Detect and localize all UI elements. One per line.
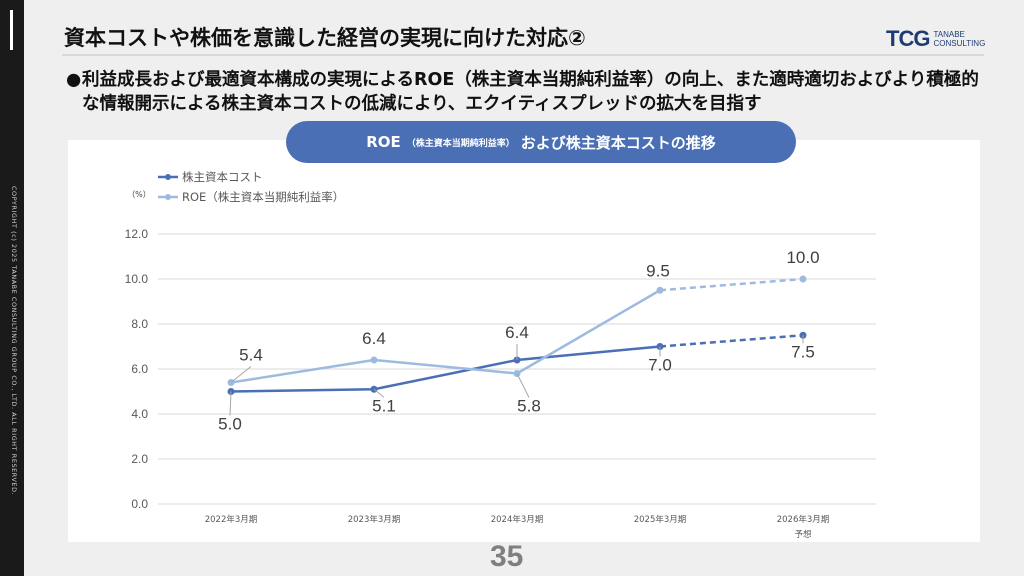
series-line-forecast: [659, 277, 804, 292]
y-tick-label: 6.0: [131, 362, 148, 376]
company-logo: TCG TANABE CONSULTING: [886, 26, 985, 52]
x-tick-label: 2025年3月期: [634, 514, 687, 525]
pill-text-main: および株主資本コストの推移: [520, 133, 716, 152]
chart-panel: [68, 140, 980, 542]
x-tick-sublabel: 予想: [794, 529, 812, 540]
logo-wordmark: TANABE CONSULTING: [933, 30, 985, 48]
title-divider: [62, 54, 984, 56]
bullet-point: ● 利益成長および最適資本構成の実現によるROE（株主資本当期純利益率）の向上、…: [66, 68, 996, 116]
page-title: 資本コストや株価を意識した経営の実現に向けた対応②: [64, 26, 586, 50]
data-label-leader: [373, 388, 385, 398]
legend-label: ROE（株主資本当期純利益率）: [182, 190, 344, 204]
bullet-marker: ●: [66, 70, 82, 90]
series-line-actual: [230, 289, 661, 384]
y-tick-label: 4.0: [131, 407, 148, 421]
y-tick-label: 2.0: [131, 452, 148, 466]
pill-text-roe: ROE: [366, 133, 401, 151]
logo-text-line1: TANABE: [933, 30, 965, 39]
data-point: [370, 356, 378, 364]
x-tick-label: 2026年3月期: [777, 514, 830, 525]
sidebar-accent-bar: [10, 10, 13, 50]
data-label: 5.4: [239, 346, 263, 365]
data-label: 5.0: [218, 415, 242, 434]
data-label-leader: [516, 373, 530, 398]
data-label: 6.4: [505, 323, 529, 342]
y-tick-label: 12.0: [125, 227, 149, 241]
x-tick-label: 2024年3月期: [491, 514, 544, 525]
legend-swatch-marker: [165, 174, 171, 180]
data-label: 9.5: [646, 261, 670, 280]
data-label: 5.8: [517, 397, 541, 416]
x-tick-label: 2022年3月期: [205, 514, 258, 525]
y-tick-label: 0.0: [131, 497, 148, 511]
chart-title-pill: ROE （株主資本当期純利益率） および株主資本コストの推移: [286, 121, 796, 163]
data-point: [799, 275, 807, 283]
y-tick-label: 8.0: [131, 317, 148, 331]
data-label: 6.4: [362, 329, 386, 348]
y-axis-label: （%）: [127, 190, 151, 199]
pill-text-roe-note: （株主資本当期純利益率）: [406, 138, 515, 149]
y-tick-label: 10.0: [125, 272, 149, 286]
series-line-actual: [230, 345, 661, 393]
data-point: [656, 286, 664, 294]
data-label: 7.0: [648, 356, 672, 375]
series-line-forecast: [659, 334, 804, 348]
page-number: 35: [490, 540, 524, 573]
bullet-text: 利益成長および最適資本構成の実現によるROE（株主資本当期純利益率）の向上、また…: [82, 70, 979, 114]
left-sidebar: COPYRIGHT (c) 2025 TANABE CONSULTING GRO…: [0, 0, 24, 576]
legend-swatch-marker: [165, 194, 171, 200]
logo-text-line2: CONSULTING: [933, 39, 986, 48]
logo-mark: TCG: [886, 26, 930, 51]
data-label: 5.1: [372, 396, 396, 415]
x-tick-label: 2023年3月期: [348, 514, 401, 525]
data-label-leader: [230, 366, 252, 383]
data-label: 10.0: [786, 248, 819, 267]
data-label: 7.5: [791, 342, 815, 361]
legend-label: 株主資本コスト: [182, 170, 263, 184]
data-label-leader: [229, 391, 232, 416]
